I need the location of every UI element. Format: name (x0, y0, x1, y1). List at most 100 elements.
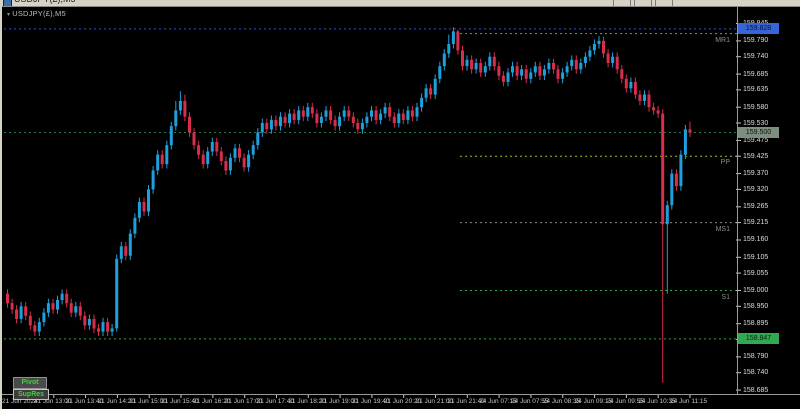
time-axis-label: 24 Jun 11:15 (670, 398, 708, 405)
candle (160, 154, 164, 165)
time-axis-label: 21 Jun 21:00 (415, 398, 454, 405)
candle (319, 116, 323, 123)
candle (565, 66, 569, 73)
candle (638, 94, 642, 101)
candle (119, 246, 123, 259)
candle (556, 69, 560, 79)
candle (83, 315, 87, 326)
candle (147, 189, 150, 212)
candle (51, 303, 55, 310)
time-axis-label: 21 Jun 13:40 (65, 398, 104, 405)
time-axis-label: 24 Jun 10:35 (638, 398, 676, 405)
chart-window-icon (3, 0, 12, 6)
candle (474, 63, 478, 70)
price-axis-label: 159.580 (743, 103, 769, 111)
candle (42, 312, 46, 323)
pivot-indicator-button[interactable]: Pivot (13, 377, 47, 389)
restore-button[interactable] (634, 0, 652, 6)
candle (579, 63, 583, 70)
candle (547, 63, 551, 70)
candle (65, 293, 69, 304)
candle (169, 126, 173, 146)
candle (624, 78, 628, 89)
time-axis-label: 21 Jun 13:00 (33, 398, 72, 405)
candle (574, 59, 578, 70)
window-title: USDJPY(£),M5 (14, 0, 76, 4)
time-axis-label: 21 Jun 17:00 (224, 398, 263, 405)
candle (274, 119, 278, 127)
candle (515, 66, 519, 76)
candle (370, 110, 373, 117)
candle (561, 72, 565, 79)
candle (251, 145, 255, 155)
time-axis-label: 21 Jun 18:20 (288, 398, 326, 405)
price-axis-label: 159.320 (743, 185, 769, 193)
candle (620, 69, 624, 79)
price-axis-label: 158.740 (743, 369, 769, 377)
price-marker-box: 158.847 (738, 333, 779, 345)
candle (224, 161, 228, 171)
price-axis-label: 159.530 (743, 119, 769, 127)
candle (242, 157, 246, 168)
candle (97, 328, 100, 332)
candle (265, 123, 269, 130)
minimize-button[interactable] (613, 0, 631, 6)
candle (656, 110, 660, 114)
candle (629, 82, 633, 89)
candle (365, 116, 369, 123)
price-marker-box: 159.828 (738, 23, 779, 35)
candle (183, 100, 187, 117)
candle (137, 202, 141, 218)
candle (24, 306, 28, 316)
candle (492, 56, 496, 67)
candle (643, 94, 646, 101)
candle (338, 116, 342, 127)
time-axis-label: 21 Jun 14:20 (97, 398, 136, 405)
candle (142, 202, 146, 212)
candle (260, 123, 264, 133)
candle (256, 132, 260, 146)
candle (342, 110, 346, 117)
candle (570, 59, 574, 67)
candle (210, 142, 214, 152)
candle (383, 107, 387, 114)
candle (433, 78, 437, 95)
candle (269, 119, 273, 130)
candle (647, 94, 651, 108)
candle (156, 154, 160, 171)
candle (6, 293, 9, 304)
candle (178, 100, 182, 111)
price-axis-label: 159.425 (743, 152, 769, 160)
candle (197, 145, 201, 155)
candle (529, 72, 533, 79)
candle (415, 107, 419, 117)
supres-indicator-button[interactable]: SupRes (13, 389, 49, 400)
candle (524, 69, 528, 79)
candle (447, 44, 451, 54)
candle (151, 170, 155, 190)
price-axis-label: 159.370 (743, 170, 769, 178)
candle (74, 306, 78, 313)
pivot-line-label-MS1: MS1 (715, 225, 730, 233)
candle (501, 75, 505, 82)
time-axis-label: 21 Jun 15:00 (129, 398, 167, 405)
candle (538, 66, 542, 76)
time-axis-label: 21 Jun 16:20 (192, 398, 231, 405)
candle (597, 40, 601, 45)
candle (438, 66, 442, 79)
candle (315, 113, 319, 124)
candle (533, 66, 537, 73)
candle (615, 56, 619, 70)
candle (374, 110, 378, 120)
candle (165, 145, 169, 165)
candle (388, 107, 392, 117)
chart-symbol-title: ▾ USDJPY(£),M5 (7, 9, 66, 18)
candle (60, 293, 64, 300)
candle (92, 319, 96, 329)
candle (392, 116, 396, 123)
candle (488, 56, 492, 67)
close-button[interactable] (655, 0, 673, 6)
candle (101, 322, 105, 332)
candle (665, 205, 669, 225)
